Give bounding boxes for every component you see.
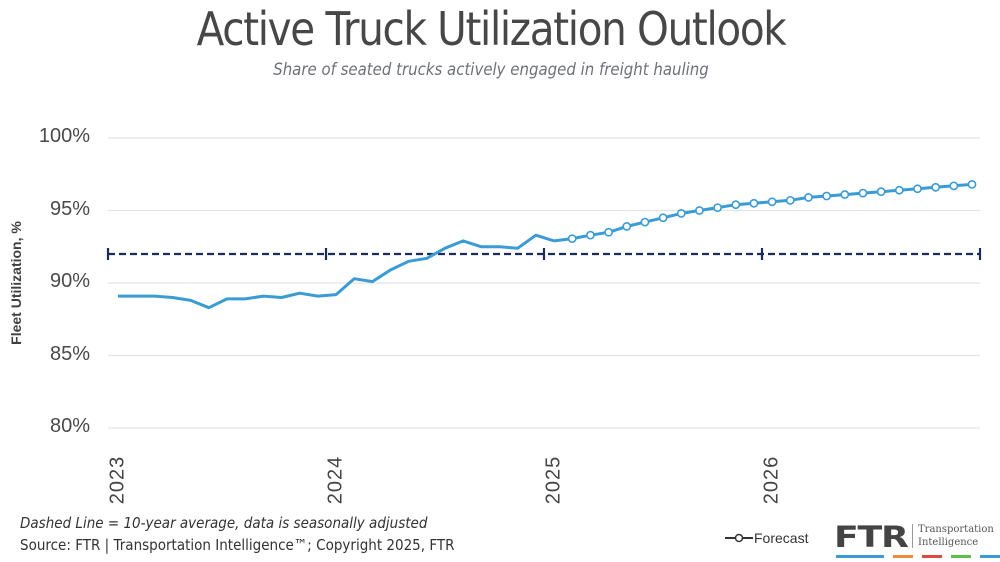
- logo-color-bar: [922, 555, 942, 558]
- forecast-point: [622, 222, 632, 231]
- forecast-point: [913, 184, 922, 194]
- y-tick-label: 95%: [49, 198, 90, 220]
- forecast-point: [804, 193, 813, 202]
- series-line-forecast: [553, 182, 973, 243]
- forecast-point: [949, 181, 959, 191]
- forecast-point: [604, 227, 613, 237]
- source-text: Source: FTR | Transportation Intelligenc…: [20, 536, 455, 554]
- forecast-point: [658, 213, 668, 223]
- logo-tagline: Intelligence: [918, 537, 979, 548]
- forecast-point: [713, 203, 723, 212]
- forecast-point: [858, 188, 868, 198]
- forecast-point: [731, 200, 741, 210]
- y-tick-label: 90%: [49, 270, 90, 292]
- forecast-point: [676, 208, 686, 218]
- forecast-point: [749, 198, 759, 208]
- forecast-point: [894, 185, 904, 195]
- series-line-actual: [118, 233, 555, 310]
- logo-color-bar: [951, 555, 971, 558]
- forecast-point: [640, 217, 650, 227]
- forecast-point: [931, 182, 941, 192]
- forecast-point: [586, 230, 595, 240]
- forecast-point: [567, 234, 577, 244]
- y-tick-label: 100%: [38, 125, 90, 147]
- chart-subtitle: Share of seated trucks actively engaged …: [273, 60, 709, 80]
- logo-color-bar: [893, 555, 913, 558]
- chart-title: Active Truck Utilization Outlook: [196, 2, 787, 56]
- forecast-point: [695, 206, 704, 215]
- logo-wordmark: FTR: [834, 520, 909, 554]
- forecast-point: [767, 197, 777, 207]
- forecast-point: [840, 190, 850, 199]
- logo-color-bar: [836, 555, 884, 558]
- logo-tagline: Transportation: [918, 524, 994, 535]
- y-tick-label: 85%: [49, 343, 90, 365]
- logo-color-bar: [980, 555, 1000, 558]
- forecast-point: [785, 195, 795, 205]
- forecast-legend-icon: [725, 533, 753, 543]
- legend-label-forecast: Forecast: [754, 530, 809, 546]
- y-tick-label: 80%: [49, 415, 90, 437]
- ftr-logo: FTR Transportation Intelligence: [834, 520, 1000, 562]
- forecast-point: [876, 187, 886, 197]
- footnote: Dashed Line = 10-year average, data is s…: [20, 514, 428, 532]
- forecast-point: [822, 191, 832, 201]
- logo-color-bars: [836, 555, 1000, 558]
- forecast-point: [967, 179, 977, 189]
- logo-divider: [912, 524, 913, 548]
- legend: Forecast: [724, 530, 808, 546]
